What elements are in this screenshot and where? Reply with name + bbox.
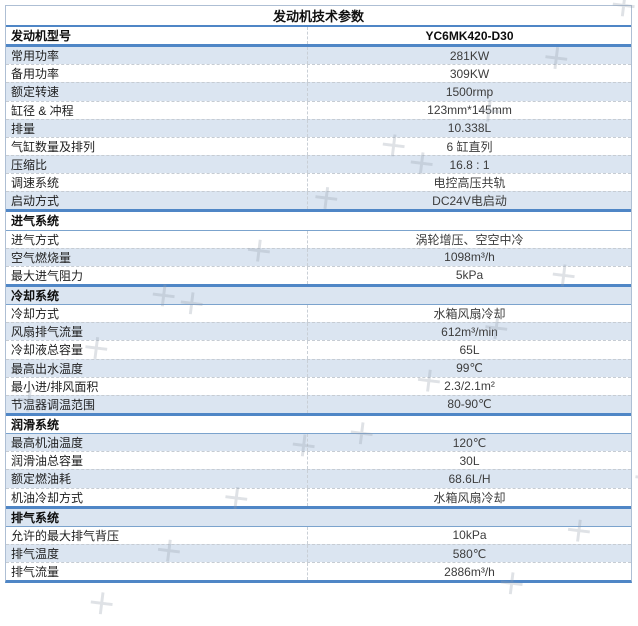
param-value: 612m³/min <box>307 323 631 341</box>
param-value: 68.6L/H <box>307 470 631 488</box>
param-label: 排气流量 <box>11 565 60 580</box>
param-value: 65L <box>307 341 631 359</box>
param-label: 润滑油总容量 <box>11 454 84 469</box>
table-body: 发动机型号 YC6MK420-D30 常用功率 281KW 备用功率 309KW 额定转速 1… <box>6 27 631 581</box>
param-label: 排量 <box>11 121 36 136</box>
spec-row: 气缸数量及排列 6 缸直列 <box>6 136 631 155</box>
param-value: 99℃ <box>307 359 631 377</box>
spec-row: 冷却液总容量 65L <box>6 340 631 359</box>
section-header-row: 冷却系统 <box>6 283 631 305</box>
param-label: 允许的最大排气背压 <box>11 528 120 543</box>
param-value: 30L <box>307 452 631 470</box>
spec-row: 风扇排气流量 612m³/min <box>6 322 631 341</box>
section-title: 进气系统 <box>11 214 60 229</box>
param-value: 16.8 : 1 <box>307 155 631 174</box>
param-value: 123mm*145mm <box>307 101 631 119</box>
param-label: 节温器调温范围 <box>11 397 96 412</box>
spec-row: 排量 10.338L <box>6 118 631 137</box>
section-title: 润滑系统 <box>11 418 60 433</box>
section-title: 排气系统 <box>11 510 60 525</box>
spec-row: 润滑油总容量 30L <box>6 451 631 470</box>
spec-row: 允许的最大排气背压 10kPa <box>6 525 631 544</box>
param-value: 2886m³/h <box>307 563 631 581</box>
spec-row: 排气流量 2886m³/h <box>6 562 631 581</box>
param-value: 水箱风扇冷却 <box>307 305 631 323</box>
spec-row: 额定燃油耗 68.6L/H <box>6 469 631 488</box>
spec-row: 最高出水温度 99℃ <box>6 358 631 377</box>
param-label: 缸径 & 冲程 <box>11 103 74 118</box>
param-value: 1500rmp <box>307 83 631 101</box>
spec-row: 最大进气阻力 5kPa <box>6 265 631 284</box>
spec-row: 缸径 & 冲程 123mm*145mm <box>6 100 631 119</box>
param-label: 空气燃烧量 <box>11 250 72 265</box>
spec-row: 额定转速 1500rmp <box>6 82 631 101</box>
param-value: 80-90℃ <box>307 395 631 413</box>
spec-row: 排气温度 580℃ <box>6 543 631 563</box>
section-header-row: 排气系统 <box>6 505 631 526</box>
param-value: 涡轮增压、空空中冷 <box>307 230 631 248</box>
param-label: 最小进/排风面积 <box>11 379 99 394</box>
param-value: 2.3/2.1m² <box>307 377 631 395</box>
section-header-row: 润滑系统 <box>6 412 631 434</box>
spec-row: 节温器调温范围 80-90℃ <box>6 394 631 413</box>
param-value: 水箱风扇冷却 <box>307 488 631 506</box>
spec-row: 常用功率 281KW <box>6 44 631 65</box>
param-label: 气缸数量及排列 <box>11 139 96 154</box>
param-value: 281KW <box>307 47 631 65</box>
param-label: 备用功率 <box>11 67 60 82</box>
param-label: 最高机油温度 <box>11 436 84 451</box>
spec-row: 空气燃烧量 1098m³/h <box>6 247 631 266</box>
param-label: 额定燃油耗 <box>11 472 72 487</box>
spec-row: 最高机油温度 120℃ <box>6 433 631 452</box>
spec-row: 调速系统 电控高压共轨 <box>6 173 631 192</box>
param-value: YC6MK420-D30 <box>307 27 631 45</box>
spec-row: 启动方式 DC24V电启动 <box>6 191 631 210</box>
param-value: 6 缸直列 <box>307 137 631 155</box>
param-label: 常用功率 <box>11 49 60 64</box>
param-label: 压缩比 <box>11 158 48 173</box>
engine-specs-table: 发动机技术参数 发动机型号 YC6MK420-D30 常用功率 281KW 备用功率 30… <box>5 5 632 583</box>
param-label: 机油冷却方式 <box>11 490 84 505</box>
spec-row: 压缩比 16.8 : 1 <box>6 154 631 174</box>
param-label: 风扇排气流量 <box>11 325 84 340</box>
section-title: 冷却系统 <box>11 289 60 304</box>
param-label: 调速系统 <box>11 176 60 191</box>
spec-row: 备用功率 309KW <box>6 64 631 83</box>
param-value: 10.338L <box>307 119 631 137</box>
table-title: 发动机技术参数 <box>6 6 631 27</box>
param-label: 启动方式 <box>11 194 60 209</box>
param-value: 电控高压共轨 <box>307 174 631 192</box>
spec-row: 发动机型号 YC6MK420-D30 <box>6 27 631 45</box>
param-value: 5kPa <box>307 266 631 284</box>
param-label: 冷却方式 <box>11 307 60 322</box>
param-label: 最大进气阻力 <box>11 268 84 283</box>
param-label: 冷却液总容量 <box>11 343 84 358</box>
section-header-row: 进气系统 <box>6 209 631 230</box>
param-label: 进气方式 <box>11 232 60 247</box>
param-label: 排气温度 <box>11 547 60 561</box>
param-label: 发动机型号 <box>11 29 72 44</box>
param-value: 10kPa <box>307 526 631 544</box>
param-value: 309KW <box>307 65 631 83</box>
param-value: 1098m³/h <box>307 248 631 266</box>
param-label: 额定转速 <box>11 85 60 100</box>
spec-row: 冷却方式 水箱风扇冷却 <box>6 304 631 323</box>
spec-row: 进气方式 涡轮增压、空空中冷 <box>6 229 631 248</box>
spec-row: 机油冷却方式 水箱风扇冷却 <box>6 487 631 506</box>
param-value: DC24V电启动 <box>307 192 631 210</box>
param-value: 120℃ <box>307 434 631 452</box>
spec-row: 最小进/排风面积 2.3/2.1m² <box>6 376 631 395</box>
param-label: 最高出水温度 <box>11 361 84 376</box>
param-value: 580℃ <box>307 544 631 563</box>
